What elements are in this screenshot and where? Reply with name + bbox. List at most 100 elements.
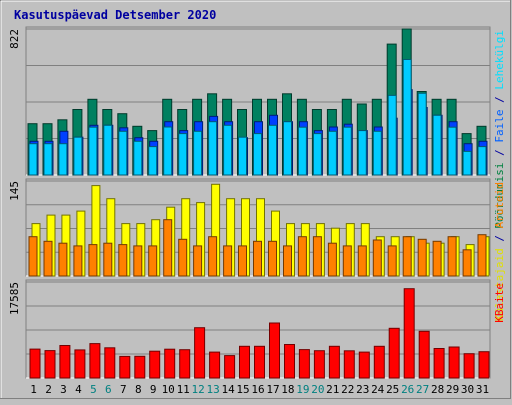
bar-Aruteid-day-1 [28, 236, 38, 277]
panel-bottom: 17585 KBaite [8, 279, 506, 379]
bar-Lehekülgi-day-5 [88, 126, 98, 176]
bar-Aruteid-day-6 [103, 242, 113, 277]
bar-Lehekülgi-day-31 [477, 146, 487, 176]
bar-Aruteid-day-17 [268, 240, 277, 277]
bar-Lehekülgi-day-17 [268, 124, 277, 176]
bar-Aruteid-day-15 [238, 245, 247, 277]
bar-Lehekülgi-day-28 [432, 114, 442, 176]
bar-Aruteid-day-10 [163, 219, 173, 277]
chart-title: Kasutuspäevad Detsember 2020 [14, 8, 216, 22]
bar-Lehekülgi-day-7 [118, 130, 128, 176]
bar-Aruteid-day-26 [402, 236, 412, 277]
panel-top-ymax-label: 822 [8, 29, 21, 49]
bar-KBaite-day-2 [44, 350, 56, 379]
x-tick-label: 18 [281, 383, 294, 396]
bar-Lehekülgi-day-20 [312, 133, 322, 176]
bar-KBaite-day-6 [104, 347, 116, 379]
bar-Lehekülgi-day-2 [43, 143, 53, 176]
bar-KBaite-day-3 [59, 345, 71, 379]
bar-KBaite-day-22 [343, 350, 355, 379]
x-tick-label: 7 [120, 383, 127, 396]
bar-Lehekülgi-day-27 [417, 92, 427, 176]
x-tick-label: 19 [296, 383, 309, 396]
bar-Aruteid-day-14 [223, 245, 233, 277]
bar-Aruteid-day-8 [133, 245, 143, 277]
bar-Lehekülgi-day-9 [148, 146, 158, 176]
x-tick-label: 16 [251, 383, 264, 396]
panel-top-series-label-part: / [493, 143, 506, 163]
bar-Lehekülgi-day-3 [58, 143, 68, 176]
x-tick-label: 20 [311, 383, 324, 396]
bar-KBaite-day-18 [284, 344, 295, 379]
bar-KBaite-day-11 [179, 349, 191, 379]
panel-middle-series-label-part: Aruteid [493, 182, 506, 228]
bar-KBaite-day-8 [134, 355, 146, 379]
x-tick-label: 30 [461, 383, 474, 396]
bar-KBaite-day-31 [478, 351, 490, 379]
bar-KBaite-day-7 [119, 355, 131, 379]
bar-Lehekülgi-day-10 [163, 126, 173, 176]
bar-Lehekülgi-day-24 [372, 130, 382, 176]
panel-top-series-label-part: Pöördumisi [493, 162, 506, 228]
bar-Aruteid-day-5 [88, 244, 98, 277]
bar-Aruteid-day-11 [178, 238, 188, 277]
bar-Lehekülgi-day-14 [223, 124, 233, 176]
x-tick-label: 13 [206, 383, 219, 396]
panel-top-series-label-part: / [493, 90, 506, 110]
bar-KBaite-day-4 [74, 349, 86, 379]
bar-KBaite-day-23 [358, 351, 370, 379]
x-tick-label: 4 [75, 383, 82, 396]
series-KBaite [29, 288, 490, 379]
x-tick-label: 21 [326, 383, 339, 396]
bar-Aruteid-day-4 [73, 245, 83, 277]
bar-Aruteid-day-12 [193, 245, 203, 277]
panel-bottom-series-label: KBaite [493, 283, 506, 323]
bar-KBaite-day-28 [433, 348, 445, 379]
bar-Lehekülgi-day-29 [447, 126, 457, 176]
bar-Lehekülgi-day-16 [253, 133, 262, 176]
x-tick-label: 9 [150, 383, 157, 396]
bar-KBaite-day-12 [194, 327, 206, 379]
x-tick-label: 3 [60, 383, 67, 396]
panel-bottom-ymax-label: 17585 [8, 282, 21, 315]
bar-KBaite-day-14 [224, 355, 236, 379]
x-tick-label: 26 [401, 383, 414, 396]
panel-top-series-label-part: Lehekülgi [493, 30, 506, 90]
bar-Aruteid-day-21 [327, 242, 337, 277]
bar-Lehekülgi-day-15 [238, 136, 247, 176]
panel-middle-series-label-part: / [493, 228, 506, 248]
bar-Lehekülgi-day-1 [28, 143, 38, 176]
x-tick-label: 27 [416, 383, 429, 396]
bar-Aruteid-day-7 [118, 244, 128, 277]
bar-KBaite-day-17 [269, 322, 280, 379]
x-tick-label: 10 [162, 383, 175, 396]
bar-Aruteid-day-3 [58, 242, 68, 277]
x-axis-tick-labels: 1 2 3 4 5 6 7 8 9 10 11 12 13 14 15 16 17 18 19 20 21 22 23 24 2… [30, 383, 489, 396]
x-tick-label: 2 [45, 383, 52, 396]
bar-KBaite-day-16 [254, 345, 265, 379]
x-tick-label: 6 [105, 383, 112, 396]
bar-Aruteid-day-22 [342, 245, 352, 277]
bar-Lehekülgi-day-4 [73, 136, 83, 176]
bar-Lehekülgi-day-21 [327, 130, 337, 176]
bar-Aruteid-day-9 [148, 245, 158, 277]
bar-Lehekülgi-day-19 [297, 126, 307, 176]
bar-Lehekülgi-day-13 [208, 121, 218, 176]
bar-KBaite-day-25 [388, 327, 400, 379]
bar-Aruteid-day-19 [297, 236, 307, 277]
x-tick-label: 11 [177, 383, 190, 396]
bar-Lehekülgi-day-8 [133, 140, 143, 176]
x-tick-label: 14 [221, 383, 235, 396]
bar-Aruteid-day-13 [208, 236, 218, 277]
bar-KBaite-day-19 [298, 349, 310, 379]
bar-Aruteid-day-31 [477, 234, 487, 277]
bar-Aruteid-day-29 [447, 236, 457, 277]
series-Lehekülgi [28, 59, 487, 176]
bar-KBaite-day-21 [328, 345, 340, 379]
panel-middle-ymax-label: 145 [8, 181, 21, 201]
panel-top-series-label: Pöördumisi / Faile / Lehekülgi [493, 30, 506, 229]
bar-KBaite-day-27 [418, 330, 430, 379]
x-tick-label: 22 [341, 383, 354, 396]
bar-Lehekülgi-day-23 [357, 130, 367, 176]
